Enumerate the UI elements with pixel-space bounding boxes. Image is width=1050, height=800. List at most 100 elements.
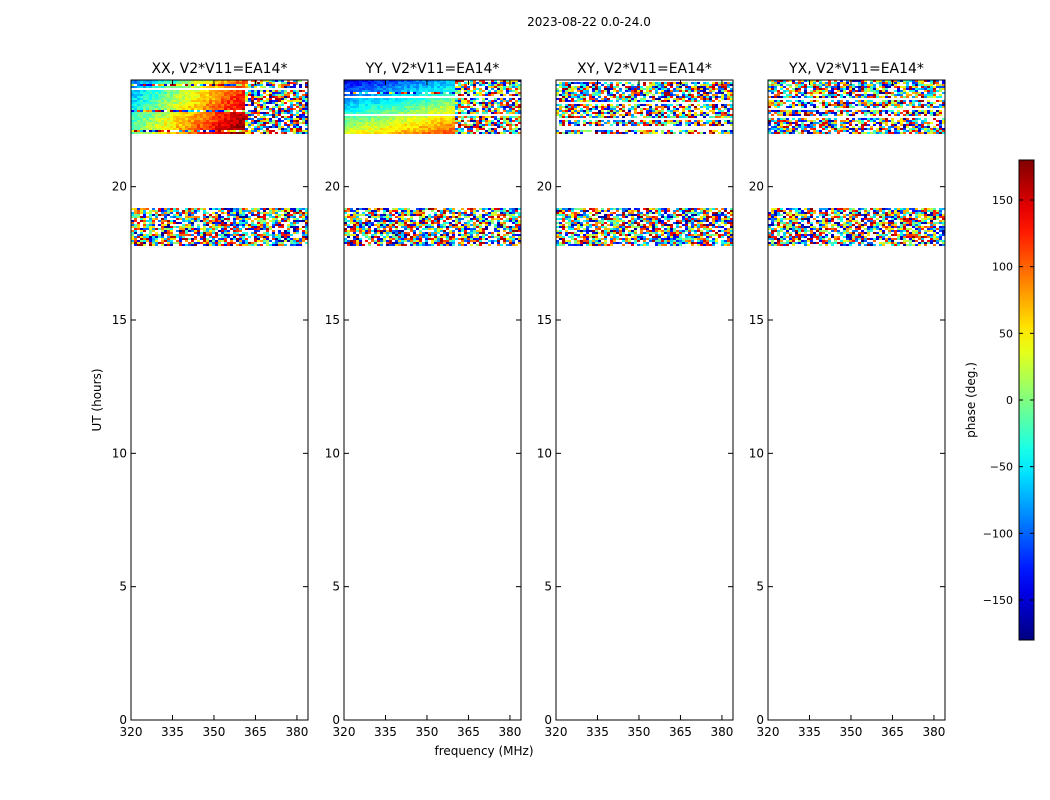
- heatmap-cell: [583, 216, 586, 218]
- heatmap-cell: [242, 92, 245, 94]
- heatmap-cell: [562, 226, 565, 228]
- heatmap-cell: [344, 110, 347, 112]
- heatmap-cell: [464, 212, 467, 214]
- heatmap-cell: [482, 234, 485, 236]
- heatmap-cell: [233, 128, 236, 130]
- y-tick-label: 10: [112, 446, 127, 460]
- heatmap-cell: [221, 210, 224, 212]
- heatmap-cell: [191, 210, 194, 212]
- heatmap-cell: [425, 236, 428, 238]
- heatmap-cell: [203, 238, 206, 240]
- heatmap-cell: [203, 214, 206, 216]
- heatmap-cell: [383, 108, 386, 110]
- heatmap-cell: [452, 236, 455, 238]
- heatmap-cell: [452, 106, 455, 108]
- heatmap-cell: [730, 212, 733, 214]
- heatmap-cell: [278, 106, 281, 108]
- heatmap-cell: [188, 98, 191, 100]
- heatmap-cell: [305, 236, 308, 238]
- heatmap-cell: [278, 114, 281, 116]
- heatmap-cell: [212, 118, 215, 120]
- heatmap-cell: [188, 102, 191, 104]
- heatmap-cell: [470, 110, 473, 112]
- heatmap-cell: [419, 122, 422, 124]
- heatmap-cell: [700, 212, 703, 214]
- heatmap-cell: [170, 242, 173, 244]
- heatmap-cell: [485, 116, 488, 118]
- heatmap-cell: [509, 240, 512, 242]
- heatmap-cell: [637, 226, 640, 228]
- heatmap-cell: [407, 84, 410, 86]
- heatmap-cell: [173, 216, 176, 218]
- heatmap-cell: [212, 238, 215, 240]
- heatmap-cell: [500, 112, 503, 114]
- heatmap-cell: [353, 226, 356, 228]
- heatmap-cell: [152, 234, 155, 236]
- heatmap-cell: [497, 92, 500, 94]
- heatmap-cell: [143, 228, 146, 230]
- heatmap-cell: [413, 104, 416, 106]
- heatmap-cell: [143, 244, 146, 246]
- heatmap-cell: [278, 98, 281, 100]
- heatmap-cell: [509, 120, 512, 122]
- heatmap-cell: [431, 86, 434, 88]
- heatmap-cell: [485, 208, 488, 210]
- heatmap-cell: [260, 90, 263, 92]
- heatmap-cell: [152, 80, 155, 82]
- heatmap-cell: [230, 102, 233, 104]
- heatmap-cell: [143, 242, 146, 244]
- heatmap-cell: [574, 212, 577, 214]
- heatmap-cell: [287, 126, 290, 128]
- heatmap-cell: [506, 210, 509, 212]
- heatmap-cell: [245, 232, 248, 234]
- heatmap-cell: [485, 238, 488, 240]
- heatmap-cell: [188, 120, 191, 122]
- heatmap-cell: [374, 132, 377, 134]
- heatmap-cell: [353, 90, 356, 92]
- heatmap-cell: [257, 222, 260, 224]
- heatmap-cell: [236, 222, 239, 224]
- heatmap-cell: [191, 116, 194, 118]
- heatmap-cell: [293, 130, 296, 132]
- heatmap-cell: [518, 212, 521, 214]
- heatmap-cell: [140, 104, 143, 106]
- heatmap-cell: [371, 210, 374, 212]
- heatmap-cell: [631, 222, 634, 224]
- heatmap-cell: [146, 84, 149, 86]
- heatmap-cell: [347, 110, 350, 112]
- heatmap-cell: [167, 232, 170, 234]
- heatmap-cell: [167, 108, 170, 110]
- heatmap-cell: [365, 218, 368, 220]
- heatmap-cell: [446, 244, 449, 246]
- heatmap-cell: [458, 84, 461, 86]
- heatmap-cell: [401, 102, 404, 104]
- heatmap-cell: [194, 242, 197, 244]
- heatmap-cell: [416, 116, 419, 118]
- heatmap-cell: [287, 232, 290, 234]
- heatmap-cell: [302, 226, 305, 228]
- heatmap-cell: [227, 220, 230, 222]
- heatmap-cell: [464, 214, 467, 216]
- heatmap-cell: [224, 106, 227, 108]
- heatmap-cell: [224, 94, 227, 96]
- heatmap-cell: [281, 132, 284, 134]
- heatmap-cell: [416, 128, 419, 130]
- heatmap-cell: [706, 208, 709, 210]
- heatmap-cell: [518, 122, 521, 124]
- heatmap-cell: [640, 226, 643, 228]
- heatmap-cell: [449, 110, 452, 112]
- heatmap-cell: [562, 212, 565, 214]
- heatmap-cell: [149, 80, 152, 82]
- heatmap-cell: [344, 130, 347, 132]
- heatmap-cell: [443, 116, 446, 118]
- heatmap-cell: [197, 82, 200, 84]
- heatmap-cell: [377, 210, 380, 212]
- heatmap-cell: [296, 228, 299, 230]
- heatmap-cell: [467, 224, 470, 226]
- heatmap-cell: [401, 238, 404, 240]
- heatmap-cell: [479, 124, 482, 126]
- heatmap-cell: [209, 94, 212, 96]
- heatmap-cell: [715, 220, 718, 222]
- heatmap-cell: [230, 82, 233, 84]
- heatmap-cell: [233, 104, 236, 106]
